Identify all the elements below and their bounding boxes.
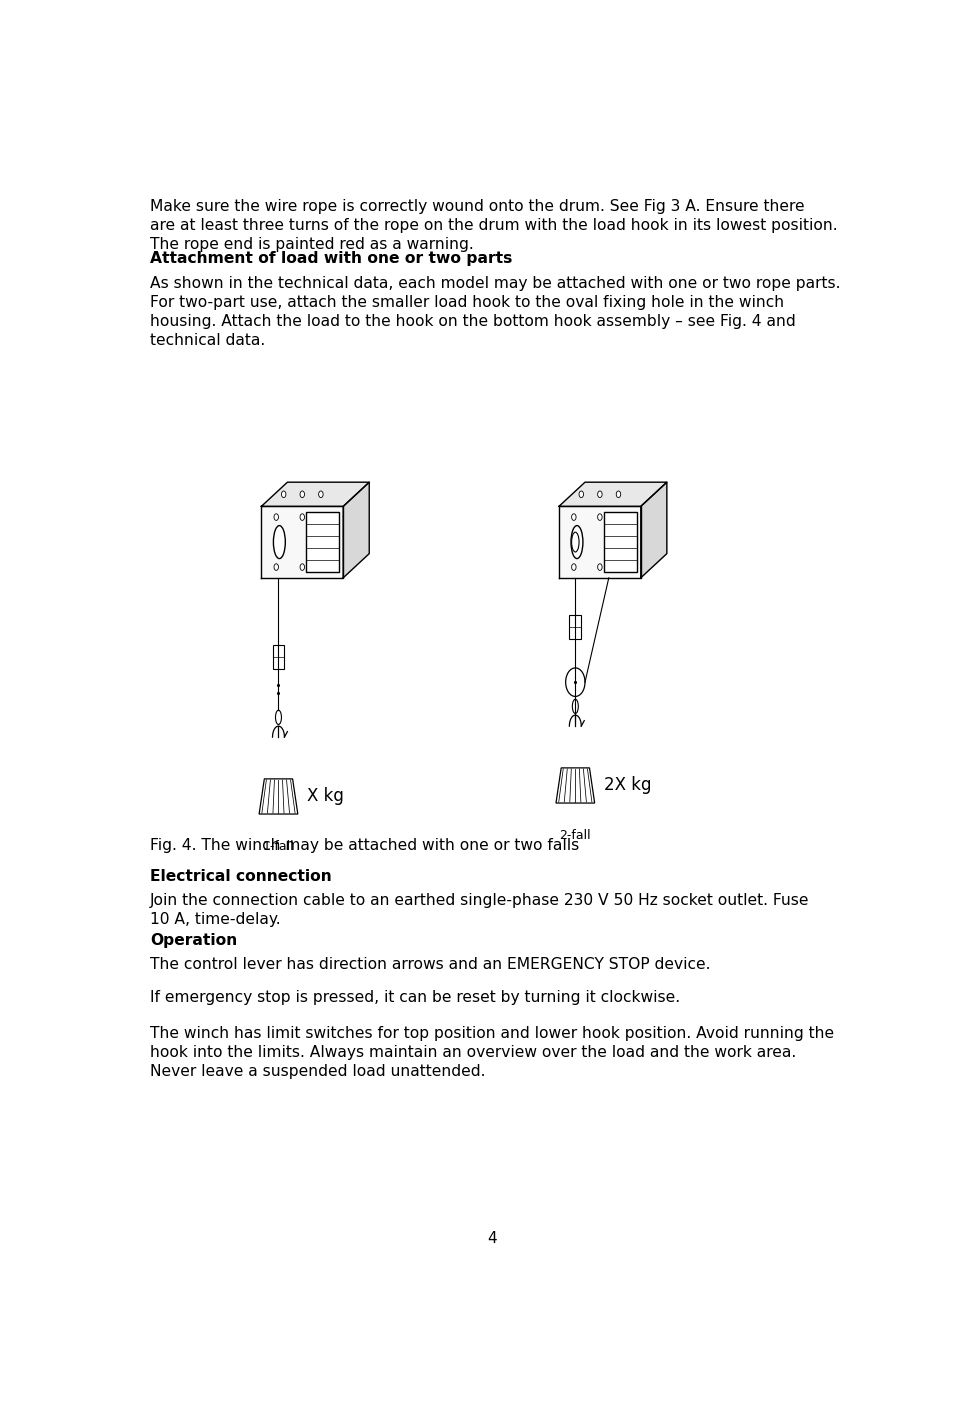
Circle shape	[300, 514, 304, 521]
Text: The winch has limit switches for top position and lower hook position. Avoid run: The winch has limit switches for top pos…	[150, 1026, 834, 1079]
Circle shape	[319, 491, 324, 498]
Ellipse shape	[276, 711, 281, 725]
Polygon shape	[306, 512, 340, 572]
Polygon shape	[641, 482, 667, 578]
Polygon shape	[556, 768, 594, 803]
Circle shape	[598, 564, 602, 571]
Text: Join the connection cable to an earthed single-phase 230 V 50 Hz socket outlet. : Join the connection cable to an earthed …	[150, 893, 809, 928]
Polygon shape	[559, 482, 667, 507]
Circle shape	[281, 491, 286, 498]
Circle shape	[571, 564, 576, 571]
Text: Fig. 4. The winch may be attached with one or two falls: Fig. 4. The winch may be attached with o…	[150, 838, 579, 853]
Text: The control lever has direction arrows and an EMERGENCY STOP device.: The control lever has direction arrows a…	[150, 958, 710, 972]
Text: If emergency stop is pressed, it can be reset by turning it clockwise.: If emergency stop is pressed, it can be …	[150, 990, 680, 1005]
Ellipse shape	[572, 699, 578, 714]
Polygon shape	[261, 482, 370, 507]
Text: Operation: Operation	[150, 933, 237, 948]
Circle shape	[274, 564, 278, 571]
Ellipse shape	[571, 532, 579, 552]
Text: 2X kg: 2X kg	[604, 776, 651, 795]
Text: Attachment of load with one or two parts: Attachment of load with one or two parts	[150, 251, 512, 267]
Ellipse shape	[274, 525, 285, 558]
Circle shape	[274, 514, 278, 521]
Polygon shape	[559, 507, 641, 578]
Text: Make sure the wire rope is correctly wound onto the drum. See Fig 3 A. Ensure th: Make sure the wire rope is correctly wou…	[150, 198, 837, 253]
Polygon shape	[261, 507, 344, 578]
Circle shape	[571, 514, 576, 521]
Bar	[569, 615, 581, 639]
Circle shape	[579, 491, 584, 498]
Polygon shape	[259, 779, 298, 813]
Polygon shape	[344, 482, 370, 578]
Text: As shown in the technical data, each model may be attached with one or two rope : As shown in the technical data, each mod…	[150, 275, 840, 348]
Text: 1-fall: 1-fall	[263, 841, 295, 853]
Circle shape	[598, 514, 602, 521]
Text: 2-fall: 2-fall	[560, 829, 591, 842]
Ellipse shape	[571, 525, 583, 558]
Bar	[273, 645, 284, 669]
Circle shape	[300, 564, 304, 571]
Text: Electrical connection: Electrical connection	[150, 869, 331, 883]
Circle shape	[300, 491, 304, 498]
Polygon shape	[604, 512, 637, 572]
Circle shape	[598, 491, 602, 498]
Text: 4: 4	[487, 1232, 497, 1246]
Circle shape	[565, 668, 585, 696]
Circle shape	[616, 491, 621, 498]
Text: X kg: X kg	[307, 788, 344, 805]
